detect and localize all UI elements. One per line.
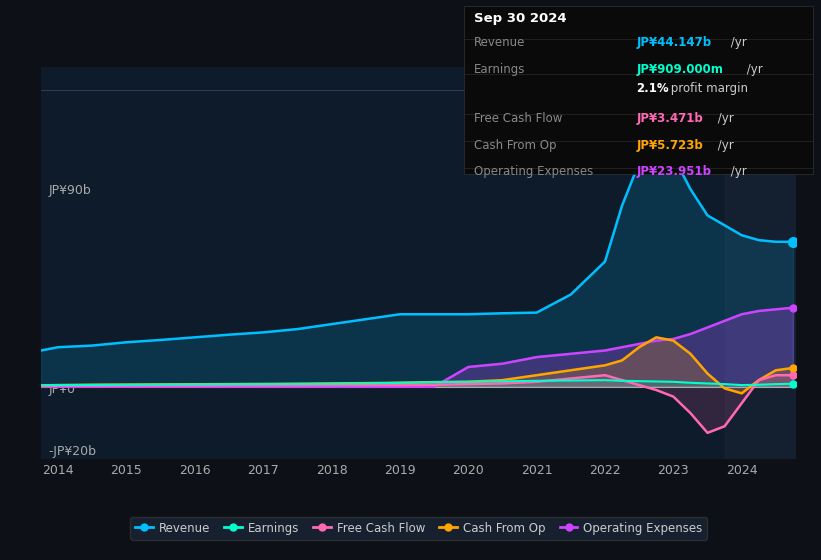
Text: JP¥23.951b: JP¥23.951b <box>636 165 711 179</box>
Text: JP¥5.723b: JP¥5.723b <box>636 138 703 152</box>
Text: Cash From Op: Cash From Op <box>474 138 556 152</box>
Text: Earnings: Earnings <box>474 63 525 76</box>
Text: /yr: /yr <box>727 36 746 49</box>
Text: /yr: /yr <box>743 63 763 76</box>
Text: JP¥909.000m: JP¥909.000m <box>636 63 723 76</box>
Text: Operating Expenses: Operating Expenses <box>474 165 593 179</box>
Text: Free Cash Flow: Free Cash Flow <box>474 111 562 125</box>
Text: /yr: /yr <box>714 111 734 125</box>
Text: -JP¥20b: -JP¥20b <box>48 445 97 458</box>
Text: JP¥44.147b: JP¥44.147b <box>636 36 712 49</box>
Text: /yr: /yr <box>714 138 734 152</box>
Text: Sep 30 2024: Sep 30 2024 <box>474 12 566 25</box>
Text: profit margin: profit margin <box>667 82 749 95</box>
Legend: Revenue, Earnings, Free Cash Flow, Cash From Op, Operating Expenses: Revenue, Earnings, Free Cash Flow, Cash … <box>131 517 707 539</box>
Bar <box>725 67 796 459</box>
Text: Revenue: Revenue <box>474 36 525 49</box>
Text: 2.1%: 2.1% <box>636 82 669 95</box>
Text: JP¥90b: JP¥90b <box>48 184 91 197</box>
Text: JP¥0: JP¥0 <box>48 383 76 396</box>
Text: JP¥3.471b: JP¥3.471b <box>636 111 703 125</box>
Text: /yr: /yr <box>727 165 746 179</box>
